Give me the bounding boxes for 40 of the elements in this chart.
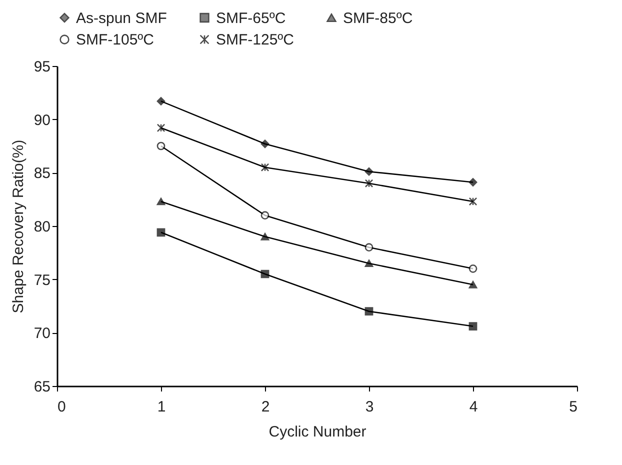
point bbox=[156, 228, 166, 237]
y-axis-title: Shape Recovery Ratio(%) bbox=[10, 140, 27, 314]
y-tick-label: 90 bbox=[34, 112, 50, 129]
legend-label: SMF-125ºC bbox=[216, 32, 294, 48]
point bbox=[260, 140, 270, 148]
x-axis-title: Cyclic Number bbox=[268, 424, 366, 440]
x-tick-label: 0 bbox=[58, 398, 66, 416]
x-tick-label: 4 bbox=[469, 398, 478, 416]
y-tick-label: 85 bbox=[34, 165, 50, 182]
y-tick-label: 65 bbox=[34, 378, 50, 396]
point bbox=[468, 178, 478, 186]
point bbox=[364, 179, 374, 188]
x-tick-label: 5 bbox=[569, 398, 578, 416]
legend-label: SMF-65ºC bbox=[216, 10, 286, 27]
point bbox=[364, 167, 374, 176]
point bbox=[260, 163, 270, 172]
point bbox=[260, 211, 270, 220]
y-tick-label: 75 bbox=[34, 272, 50, 289]
legend-label: As-spun SMF bbox=[76, 10, 167, 27]
x-tick-label: 1 bbox=[157, 398, 166, 416]
point bbox=[156, 198, 166, 206]
y-tick-label: 70 bbox=[34, 325, 50, 342]
point bbox=[468, 197, 478, 206]
y-tick-label: 80 bbox=[34, 218, 50, 236]
point bbox=[260, 270, 270, 278]
point bbox=[156, 142, 166, 150]
point bbox=[468, 280, 478, 288]
point bbox=[260, 232, 270, 240]
y-tick-label: 95 bbox=[34, 58, 50, 76]
legend-label: SMF-85ºC bbox=[343, 10, 413, 27]
x-tick-label: 2 bbox=[261, 398, 270, 416]
point bbox=[156, 124, 166, 132]
point bbox=[156, 97, 166, 106]
point bbox=[468, 264, 478, 273]
point bbox=[468, 322, 478, 330]
point bbox=[364, 307, 374, 316]
point bbox=[364, 243, 374, 252]
x-tick-label: 3 bbox=[365, 398, 374, 416]
legend-label: SMF-105ºC bbox=[76, 32, 154, 48]
point bbox=[364, 260, 374, 268]
